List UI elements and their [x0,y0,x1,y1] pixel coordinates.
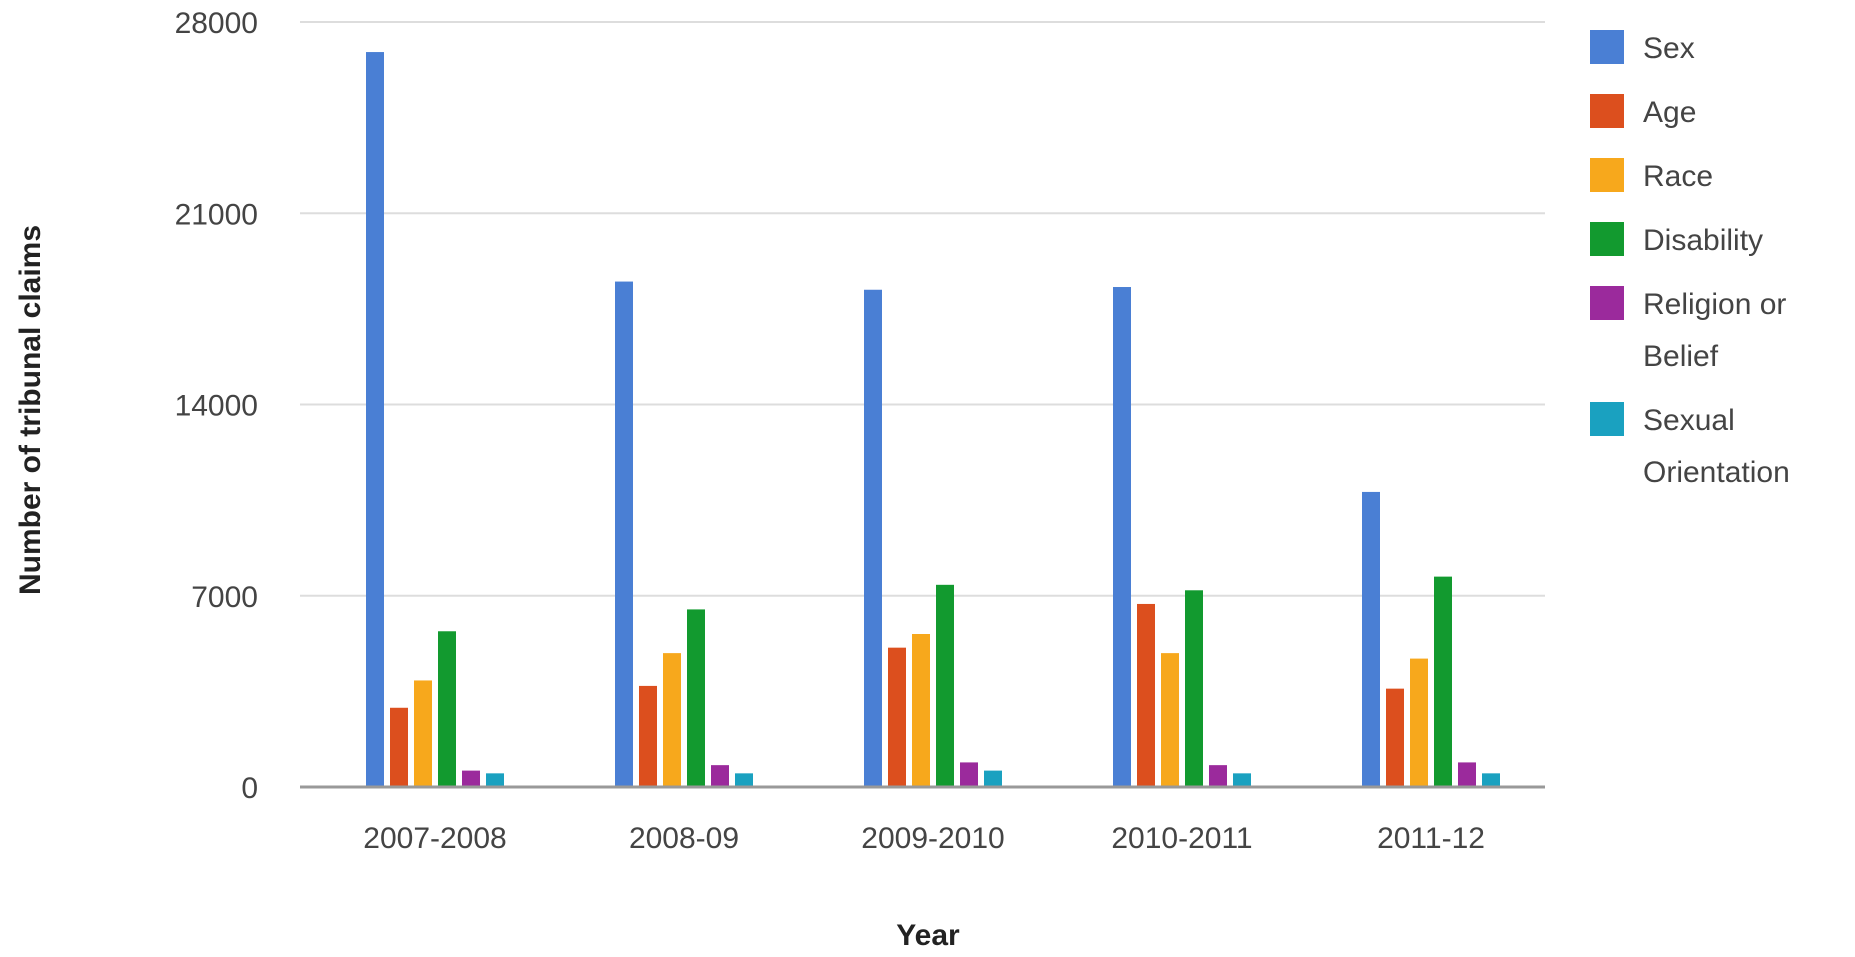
legend-label: Sex [1643,32,1695,65]
bar[interactable] [390,707,408,787]
bar[interactable] [912,634,930,787]
legend-swatch [1590,158,1624,192]
bar[interactable] [984,770,1002,787]
legend-label: Age [1643,96,1696,129]
x-axis-title: Year [896,919,960,952]
axes: 0 7000 14000 21000 28000 2007-2008 2008-09 2009… [175,7,1545,855]
y-tick-label: 0 [241,772,258,805]
y-axis-title: Number of tribunal claims [14,225,47,595]
bar[interactable] [1434,576,1452,787]
bar[interactable] [888,647,906,787]
bar[interactable] [1161,653,1179,787]
bar[interactable] [663,653,681,787]
bar[interactable] [1362,491,1380,787]
bar[interactable] [735,773,753,787]
x-tick-label: 2008-09 [629,822,739,855]
bar[interactable] [1458,762,1476,787]
legend-swatch [1590,30,1624,64]
x-tick-label: 2010-2011 [1111,822,1252,855]
y-tick-label: 14000 [175,390,258,423]
bar[interactable] [936,584,954,787]
bar[interactable] [1233,773,1251,787]
legend-swatch [1590,286,1624,320]
bars [366,52,1500,787]
bar[interactable] [711,765,729,787]
legend-label: Religion or [1643,288,1786,321]
bar[interactable] [1137,603,1155,787]
x-tick-label: 2011-12 [1377,822,1485,855]
bar[interactable] [1386,688,1404,787]
legend: Sex Age Race Disability Religion or Belief Sex… [1590,30,1790,489]
legend-label: Orientation [1643,456,1790,489]
bar[interactable] [1185,590,1203,787]
bar[interactable] [1209,765,1227,787]
bar[interactable] [1113,287,1131,787]
legend-swatch [1590,94,1624,128]
bar[interactable] [639,685,657,787]
y-tick-label: 28000 [175,7,258,40]
x-tick-label: 2009-2010 [861,822,1004,855]
bar[interactable] [366,52,384,787]
legend-label: Sexual [1643,404,1735,437]
bar[interactable] [438,631,456,787]
bar[interactable] [864,289,882,787]
y-tick-label: 21000 [175,198,258,231]
bar[interactable] [615,281,633,787]
legend-label: Race [1643,160,1713,193]
legend-swatch [1590,222,1624,256]
bar[interactable] [687,609,705,787]
legend-label: Disability [1643,224,1763,257]
legend-swatch [1590,402,1624,436]
bar[interactable] [462,770,480,787]
y-tick-label: 7000 [191,581,258,614]
bar[interactable] [960,762,978,787]
bar[interactable] [414,680,432,787]
legend-label: Belief [1643,340,1719,373]
bar[interactable] [1482,773,1500,787]
bar[interactable] [1410,658,1428,787]
x-tick-label: 2007-2008 [363,822,506,855]
bar[interactable] [486,773,504,787]
gridlines [300,21,1545,597]
